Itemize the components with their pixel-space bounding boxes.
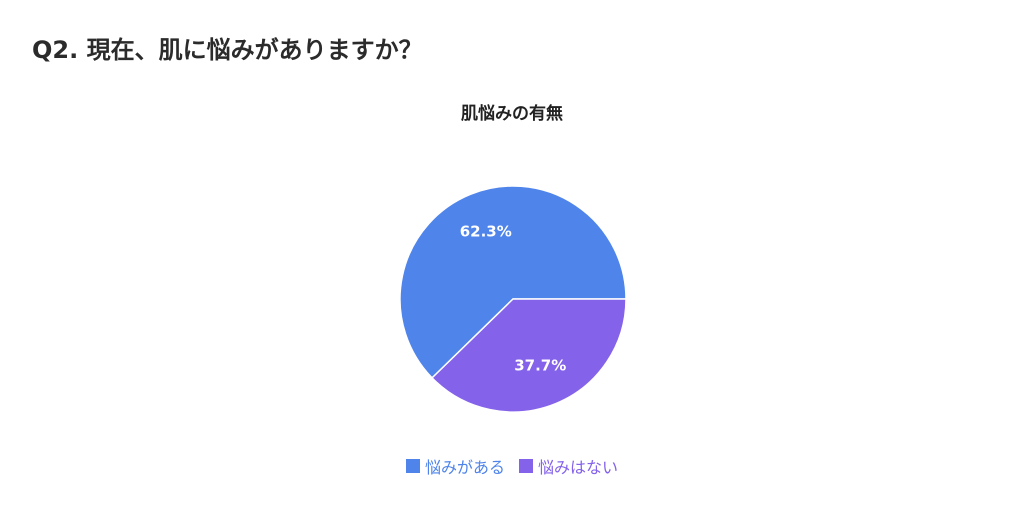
slice-data-label-2: 37.7% bbox=[514, 356, 566, 374]
legend-swatch bbox=[405, 459, 420, 473]
chart-legend: 悩みがある 悩みはない bbox=[0, 454, 1024, 478]
slice-data-label-1: 62.3% bbox=[460, 223, 512, 241]
legend-swatch bbox=[519, 459, 533, 473]
chart-title: 肌悩みの有無 bbox=[461, 104, 563, 124]
pie-slice-2 bbox=[431, 298, 627, 413]
legend-label: 悩みがある bbox=[424, 458, 505, 477]
legend-item-1: 悩みがある bbox=[405, 454, 505, 478]
legend-label: 悩みはない bbox=[538, 458, 619, 477]
question-title: Q2. 現在、肌に悩みがありますか？ bbox=[32, 36, 423, 64]
pie-slice-1 bbox=[399, 185, 627, 379]
legend-item-2: 悩みはない bbox=[519, 454, 618, 478]
